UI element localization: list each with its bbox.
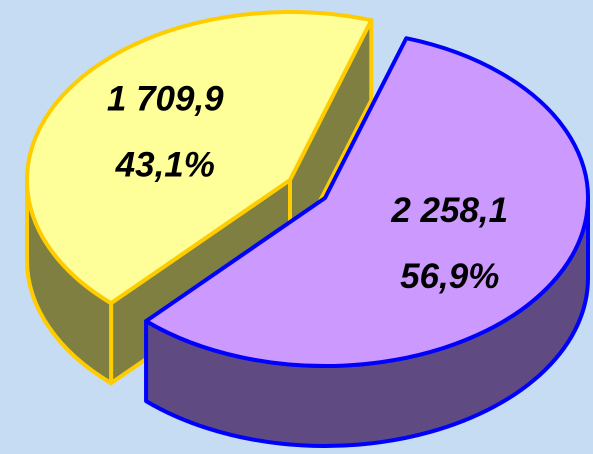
value-label: 1 709,9 [107,79,224,118]
percent-label: 56,9% [400,257,499,296]
slice-top [25,10,374,306]
percent-label: 43,1% [115,145,215,184]
value-label: 2 258,1 [390,191,508,230]
slice-top [144,36,590,368]
